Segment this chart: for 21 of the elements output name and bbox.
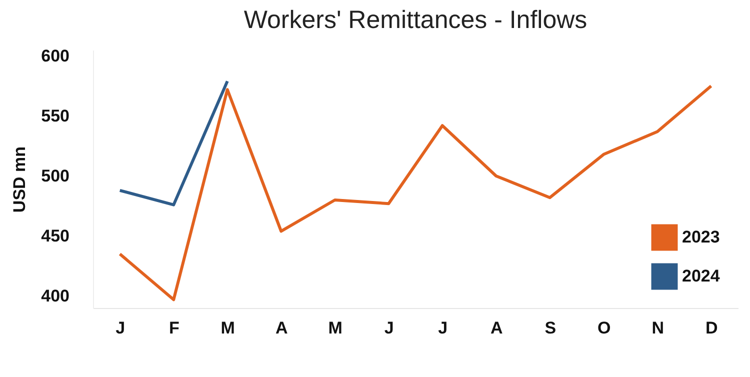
y-tick-label: 400 bbox=[41, 286, 70, 306]
chart-title: Workers' Remittances - Inflows bbox=[244, 6, 588, 34]
x-tick-label: M bbox=[220, 318, 235, 338]
x-tick-label: A bbox=[490, 318, 503, 338]
x-tick-label: J bbox=[438, 318, 448, 338]
legend-label: 2023 bbox=[682, 228, 720, 246]
y-tick-label: 500 bbox=[41, 166, 70, 186]
y-axis-title: USD mn bbox=[10, 146, 30, 213]
x-tick-label: D bbox=[705, 318, 718, 338]
x-tick-label: O bbox=[598, 318, 611, 338]
legend-label: 2024 bbox=[682, 266, 720, 286]
x-tick-label: M bbox=[328, 318, 342, 338]
x-tick-label: A bbox=[275, 318, 288, 338]
x-tick-label: F bbox=[168, 318, 180, 338]
x-tick-label: J bbox=[116, 318, 126, 338]
x-tick-label: N bbox=[652, 318, 664, 338]
y-tick-label: 600 bbox=[41, 46, 70, 66]
y-tick-label: 550 bbox=[41, 106, 70, 126]
x-tick-label: S bbox=[544, 318, 556, 338]
x-tick-label: J bbox=[384, 318, 394, 338]
y-tick-label: 450 bbox=[41, 226, 70, 246]
